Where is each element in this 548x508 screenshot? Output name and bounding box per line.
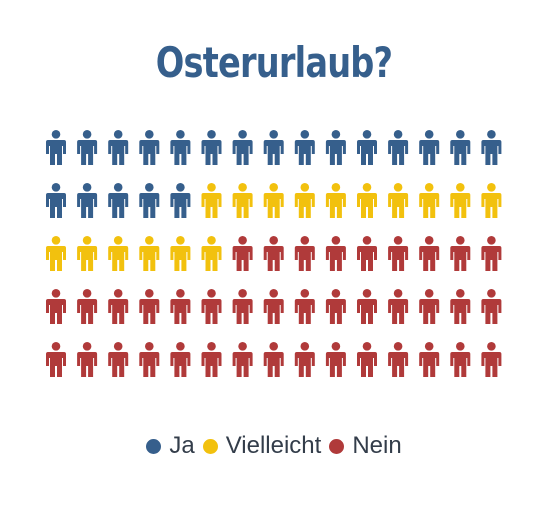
person-icon-vielleicht (170, 236, 191, 271)
person-icon-ja (325, 130, 346, 165)
person-icon-nein (294, 342, 315, 377)
person-icon-vielleicht (201, 236, 222, 271)
person-icon-nein (108, 289, 129, 324)
person-icon-vielleicht (263, 183, 284, 218)
person-icon-nein (419, 342, 440, 377)
person-icon-nein (263, 289, 284, 324)
person-icon-ja (170, 130, 191, 165)
person-icon-nein (450, 342, 471, 377)
person-icon-ja (450, 130, 471, 165)
person-icon-ja (357, 130, 377, 165)
person-icon-nein (232, 342, 253, 377)
person-icon-ja (108, 130, 129, 165)
person-icon-nein (357, 289, 377, 324)
person-icon-ja (232, 130, 253, 165)
person-icon-vielleicht (201, 183, 222, 218)
person-icon-nein (450, 289, 471, 324)
legend-label: Ja (169, 432, 195, 459)
legend-label: Nein (352, 432, 402, 459)
legend-label: Vielleicht (225, 432, 322, 459)
person-icon-nein (357, 342, 377, 377)
person-icon-nein (325, 289, 346, 324)
person-icon-ja (263, 130, 284, 165)
person-icon-nein (170, 342, 191, 377)
person-icon-ja (77, 183, 98, 218)
legend-dot-icon (329, 438, 345, 454)
person-icon-nein (139, 342, 160, 377)
person-icon-ja (139, 183, 160, 218)
person-icon-nein (388, 289, 409, 324)
person-icon-nein (263, 236, 284, 271)
person-icon-nein (46, 289, 66, 324)
person-icon-nein (357, 236, 377, 271)
person-icon-nein (388, 236, 409, 271)
person-icon-vielleicht (419, 183, 440, 218)
person-icon-nein (325, 342, 346, 377)
person-icon-nein (170, 289, 191, 324)
person-icon-ja (481, 130, 502, 165)
legend-item-nein: Nein (329, 432, 402, 460)
person-icon-nein (46, 342, 66, 377)
person-icon-nein (232, 289, 253, 324)
person-icon-nein (232, 236, 253, 271)
person-icon-nein (294, 289, 315, 324)
person-icon-vielleicht (108, 236, 129, 271)
person-icon-nein (294, 236, 315, 271)
person-icon-vielleicht (325, 183, 346, 218)
person-icon-ja (201, 130, 222, 165)
person-icon-ja (294, 130, 315, 165)
person-icon-nein (481, 342, 502, 377)
person-icon-nein (481, 289, 502, 324)
person-icon-vielleicht (357, 183, 377, 218)
person-icon-vielleicht (388, 183, 409, 218)
legend-dot-icon (146, 438, 162, 454)
person-icon-vielleicht (294, 183, 315, 218)
chart-title: Osterurlaub? (155, 38, 393, 87)
person-icon-nein (201, 342, 222, 377)
legend-dot-icon (202, 438, 218, 454)
legend-item-ja: Ja (146, 432, 195, 460)
person-icon-nein (388, 342, 409, 377)
person-icon-ja (170, 183, 191, 218)
person-icon-nein (419, 236, 440, 271)
person-icon-ja (77, 130, 98, 165)
person-icon-nein (108, 342, 129, 377)
person-icon-nein (77, 289, 98, 324)
person-icon-nein (325, 236, 346, 271)
person-icon-nein (419, 289, 440, 324)
person-icon-nein (481, 236, 502, 271)
person-icon-vielleicht (139, 236, 160, 271)
person-icon-nein (450, 236, 471, 271)
person-icon-ja (46, 130, 66, 165)
person-icon-ja (388, 130, 409, 165)
person-icon-vielleicht (481, 183, 502, 218)
person-icon-nein (201, 289, 222, 324)
person-icon-ja (139, 130, 160, 165)
person-icon-vielleicht (450, 183, 471, 218)
person-icon-nein (263, 342, 284, 377)
legend: Ja Vielleicht Nein (0, 432, 548, 460)
person-icon-nein (77, 342, 98, 377)
person-icon-nein (139, 289, 160, 324)
person-icon-vielleicht (232, 183, 253, 218)
legend-item-vielleicht: Vielleicht (202, 432, 322, 460)
person-icon-ja (108, 183, 129, 218)
person-icon-vielleicht (46, 236, 66, 271)
person-icon-vielleicht (77, 236, 98, 271)
person-icon-ja (46, 183, 66, 218)
person-icon-ja (419, 130, 440, 165)
